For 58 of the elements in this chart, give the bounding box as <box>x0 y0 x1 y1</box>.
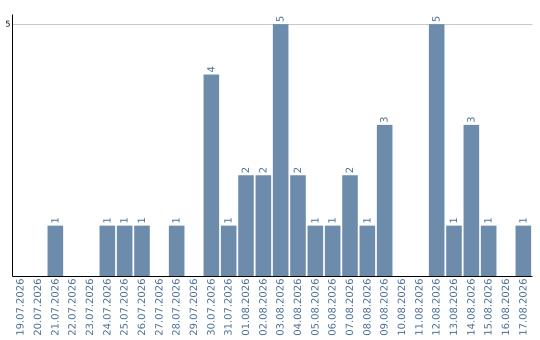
data-label: 2 <box>241 166 252 174</box>
data-label: 1 <box>518 217 530 224</box>
x-tick-label: 09.08.2026 <box>380 278 391 336</box>
x-tick-label: 25.07.2026 <box>120 278 131 336</box>
x-tick-label: 10.08.2026 <box>397 278 408 336</box>
x-tick-label: 01.08.2026 <box>241 278 252 336</box>
data-label: 1 <box>120 217 131 224</box>
bar <box>480 226 496 276</box>
x-tick-label: 27.07.2026 <box>154 278 166 336</box>
x-tick-label: 08.08.2026 <box>362 278 374 336</box>
data-label: 1 <box>310 217 322 224</box>
data-label: 1 <box>50 217 62 224</box>
x-tick-label: 29.07.2026 <box>189 278 200 336</box>
x-tick-label: 05.08.2026 <box>310 278 322 336</box>
data-label: 1 <box>172 217 183 224</box>
x-tick-label: 14.08.2026 <box>466 278 478 336</box>
bar <box>48 226 64 276</box>
x-tick-label: 20.07.2026 <box>33 278 44 336</box>
bar <box>100 226 116 276</box>
data-label: 3 <box>380 116 391 123</box>
data-label: 1 <box>449 217 460 224</box>
data-label: 3 <box>466 116 478 123</box>
x-tick-label: 23.07.2026 <box>85 278 96 336</box>
data-label: 5 <box>432 16 443 22</box>
x-tick-label: 22.07.2026 <box>68 278 79 336</box>
x-tick-label: 13.08.2026 <box>449 278 460 336</box>
bar <box>516 226 532 276</box>
bar <box>376 124 392 276</box>
data-label: 1 <box>362 217 374 224</box>
data-label: 5 <box>276 16 287 22</box>
x-tick-label: 04.08.2026 <box>293 278 304 336</box>
data-label: 1 <box>484 217 495 224</box>
x-tick-label: 19.07.2026 <box>16 278 27 336</box>
x-tick-label: 12.08.2026 <box>432 278 443 336</box>
data-label: 1 <box>137 217 148 224</box>
data-label: 1 <box>328 217 339 224</box>
bar <box>168 226 184 276</box>
x-tick-label: 15.08.2026 <box>484 278 495 336</box>
x-tick-label: 11.08.2026 <box>414 278 426 336</box>
bar <box>204 74 220 276</box>
x-tick-label: 31.07.2026 <box>224 278 235 336</box>
data-label: 2 <box>293 166 304 174</box>
x-tick-label: 24.07.2026 <box>102 278 114 336</box>
x-tick-label: 17.08.2026 <box>518 278 530 336</box>
data-label: 1 <box>224 217 235 224</box>
x-tick-label: 16.08.2026 <box>501 278 512 336</box>
x-tick-label: 02.08.2026 <box>258 278 270 336</box>
x-tick-label: 21.07.2026 <box>50 278 62 336</box>
data-label: 4 <box>206 66 218 72</box>
data-label: 2 <box>258 166 270 174</box>
x-tick-label: 28.07.2026 <box>172 278 183 336</box>
x-tick-label: 07.08.2026 <box>345 278 356 336</box>
x-tick-label: 03.08.2026 <box>276 278 287 336</box>
x-tick-label: 06.08.2026 <box>328 278 339 336</box>
data-label: 1 <box>102 217 114 224</box>
x-tick-label: 30.07.2026 <box>206 278 218 336</box>
data-label: 2 <box>345 166 356 174</box>
x-tick-label: 26.07.2026 <box>137 278 148 336</box>
